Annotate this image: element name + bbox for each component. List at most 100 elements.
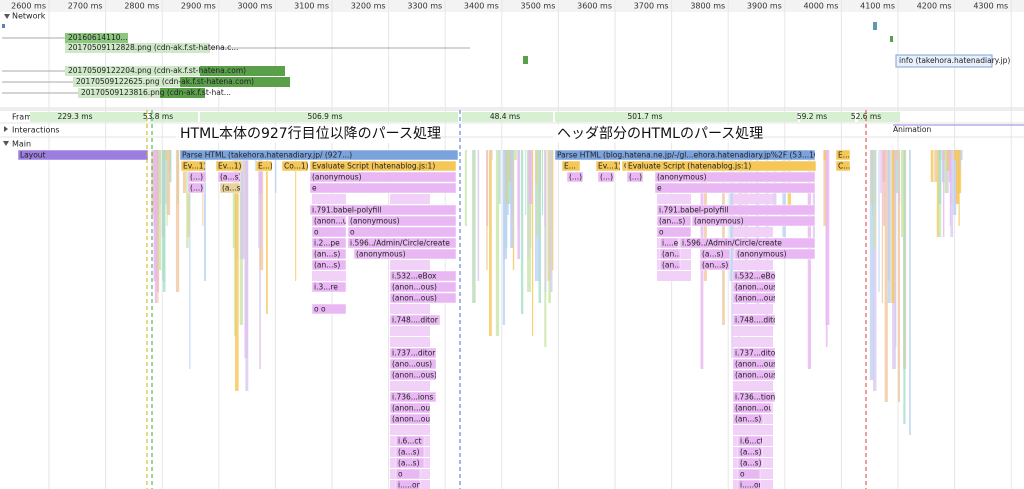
stripe: [550, 150, 553, 292]
stripe: [869, 150, 874, 380]
flame-block: [554, 149, 816, 161]
flame-label: Evaluate Script (hatenablog.js:1): [312, 162, 435, 171]
flame-label: i.748....ditor: [735, 316, 782, 325]
stripe: [765, 150, 769, 325]
stripe: [894, 150, 899, 193]
stripe: [254, 150, 258, 171]
flame-block: [309, 160, 457, 172]
stripe: [958, 150, 960, 226]
flame-block: [656, 215, 692, 227]
flame-label: o: [740, 470, 745, 479]
flame-block: [737, 479, 761, 489]
flame-block: [347, 215, 457, 227]
ruler-label: 3300 ms: [407, 2, 442, 11]
stripe: [938, 150, 942, 160]
flame-block: [659, 259, 681, 271]
stripe: [934, 150, 938, 182]
stack-fill: [733, 326, 773, 336]
flame-block: [691, 215, 816, 227]
frame: [858, 112, 900, 122]
flame-label: i.748....ditor: [392, 316, 439, 325]
stripe: [525, 150, 527, 215]
stripe: [509, 150, 511, 182]
flame-label: (anonymous): [657, 173, 707, 182]
request-bar: [65, 33, 128, 43]
flame-block: [179, 149, 459, 161]
flame-block: [679, 237, 816, 249]
frame: [200, 112, 458, 122]
stack-fill: [733, 194, 773, 204]
flame-label: (anonymous): [694, 217, 744, 226]
stripe: [887, 150, 891, 303]
request-label: 20160614110...: [68, 33, 128, 42]
ruler-label: 4100 ms: [860, 2, 895, 11]
stripe: [464, 150, 467, 226]
flame-block: [737, 446, 763, 458]
flame-label: (an...s): [314, 250, 340, 259]
stripe: [909, 150, 911, 435]
ruler-label: 4000 ms: [804, 2, 839, 11]
flame-label: i.6...ct: [398, 437, 422, 446]
flame-label: (a...s): [740, 459, 762, 468]
flame-block: [835, 160, 851, 172]
stripe: [938, 150, 942, 204]
stripe: [505, 150, 508, 204]
flame-label: (ano...ous): [392, 360, 432, 369]
flame-label: i.737...ditor: [735, 349, 779, 358]
stripe: [901, 150, 904, 237]
flame-label: (...): [600, 173, 613, 182]
stripe: [732, 150, 735, 259]
stripe: [953, 150, 957, 215]
stripe: [259, 150, 263, 193]
stripe: [898, 150, 901, 204]
flame-block: [835, 149, 851, 161]
request-bar: [78, 88, 160, 98]
stripe: [151, 150, 155, 215]
flame-label: (anon...ous): [735, 294, 780, 303]
flame-label: (...): [190, 173, 203, 182]
stripe: [182, 150, 187, 193]
stripe: [936, 150, 939, 237]
stripe: [204, 150, 206, 281]
stripe: [153, 150, 158, 281]
stack-fill: [390, 425, 430, 435]
flame-label: (anon...ous): [735, 404, 780, 413]
flame-label: E...): [838, 151, 853, 160]
flame-block: [732, 292, 776, 304]
flame-block: [732, 413, 764, 425]
flame-label: (anon...ous): [392, 294, 437, 303]
stripe: [950, 150, 952, 237]
flame-block: [353, 248, 457, 260]
frame-duration: 59.2 ms: [797, 112, 827, 121]
flame-label: Layout: [20, 151, 46, 160]
flame-block: [566, 171, 584, 183]
stripe: [948, 150, 952, 182]
stripe: [513, 150, 518, 160]
frame-duration: 48.4 ms: [490, 112, 520, 121]
flame-label: (a...s): [398, 448, 420, 457]
stack-fill: [657, 271, 691, 281]
flame-block: [219, 182, 241, 194]
flame-label: (a...s): [220, 173, 242, 182]
flame-label: e: [312, 184, 317, 193]
stripe: [502, 150, 506, 325]
stripe: [729, 150, 733, 281]
stripe: [520, 150, 524, 314]
stripe: [873, 150, 876, 248]
stripe: [544, 150, 547, 292]
flame-label: i.532...eBox: [735, 272, 780, 281]
flame-label: (anon...ous): [735, 360, 780, 369]
flame-label: (a...s): [740, 448, 762, 457]
stripe: [823, 150, 826, 160]
expand-icon: [4, 14, 10, 19]
flame-label: o: [350, 228, 355, 237]
stripe: [486, 150, 488, 270]
flame-block: [656, 226, 692, 238]
flame-label: (...): [629, 173, 642, 182]
flame-label: (an...s): [702, 261, 728, 270]
flame-label: (anon...ous): [735, 371, 780, 380]
stripe: [507, 150, 511, 204]
section-title: Interactions: [12, 126, 60, 135]
flame-block: [699, 259, 731, 271]
request-bar: [873, 22, 877, 30]
